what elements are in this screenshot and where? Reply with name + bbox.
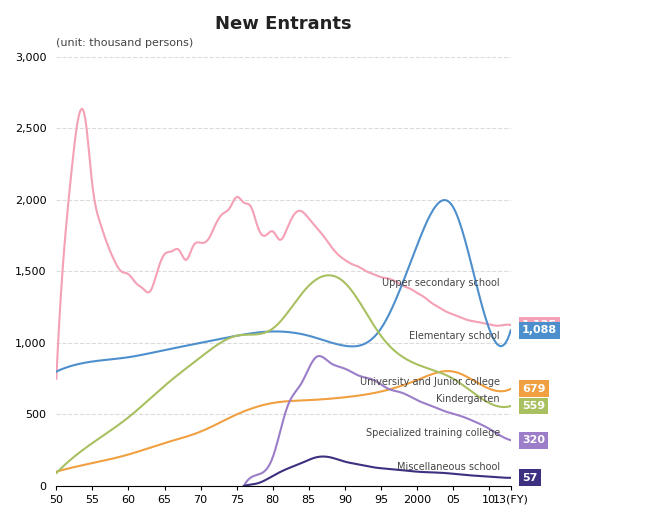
Text: 57: 57 xyxy=(522,473,538,483)
Text: 1,125: 1,125 xyxy=(522,320,557,330)
Text: Specialized training college: Specialized training college xyxy=(366,428,500,438)
Text: 679: 679 xyxy=(522,384,545,394)
Text: University and Junior college: University and Junior college xyxy=(360,376,500,386)
Text: Upper secondary school: Upper secondary school xyxy=(382,278,500,288)
Text: Elementary school: Elementary school xyxy=(410,331,500,341)
Text: 1,088: 1,088 xyxy=(522,326,557,335)
Text: Kindergarten: Kindergarten xyxy=(436,394,500,404)
Title: New Entrants: New Entrants xyxy=(215,15,352,33)
Text: (unit: thousand persons): (unit: thousand persons) xyxy=(57,38,194,48)
Text: 320: 320 xyxy=(522,435,545,445)
Text: 559: 559 xyxy=(522,401,545,411)
Text: Miscellaneous school: Miscellaneous school xyxy=(396,462,500,472)
